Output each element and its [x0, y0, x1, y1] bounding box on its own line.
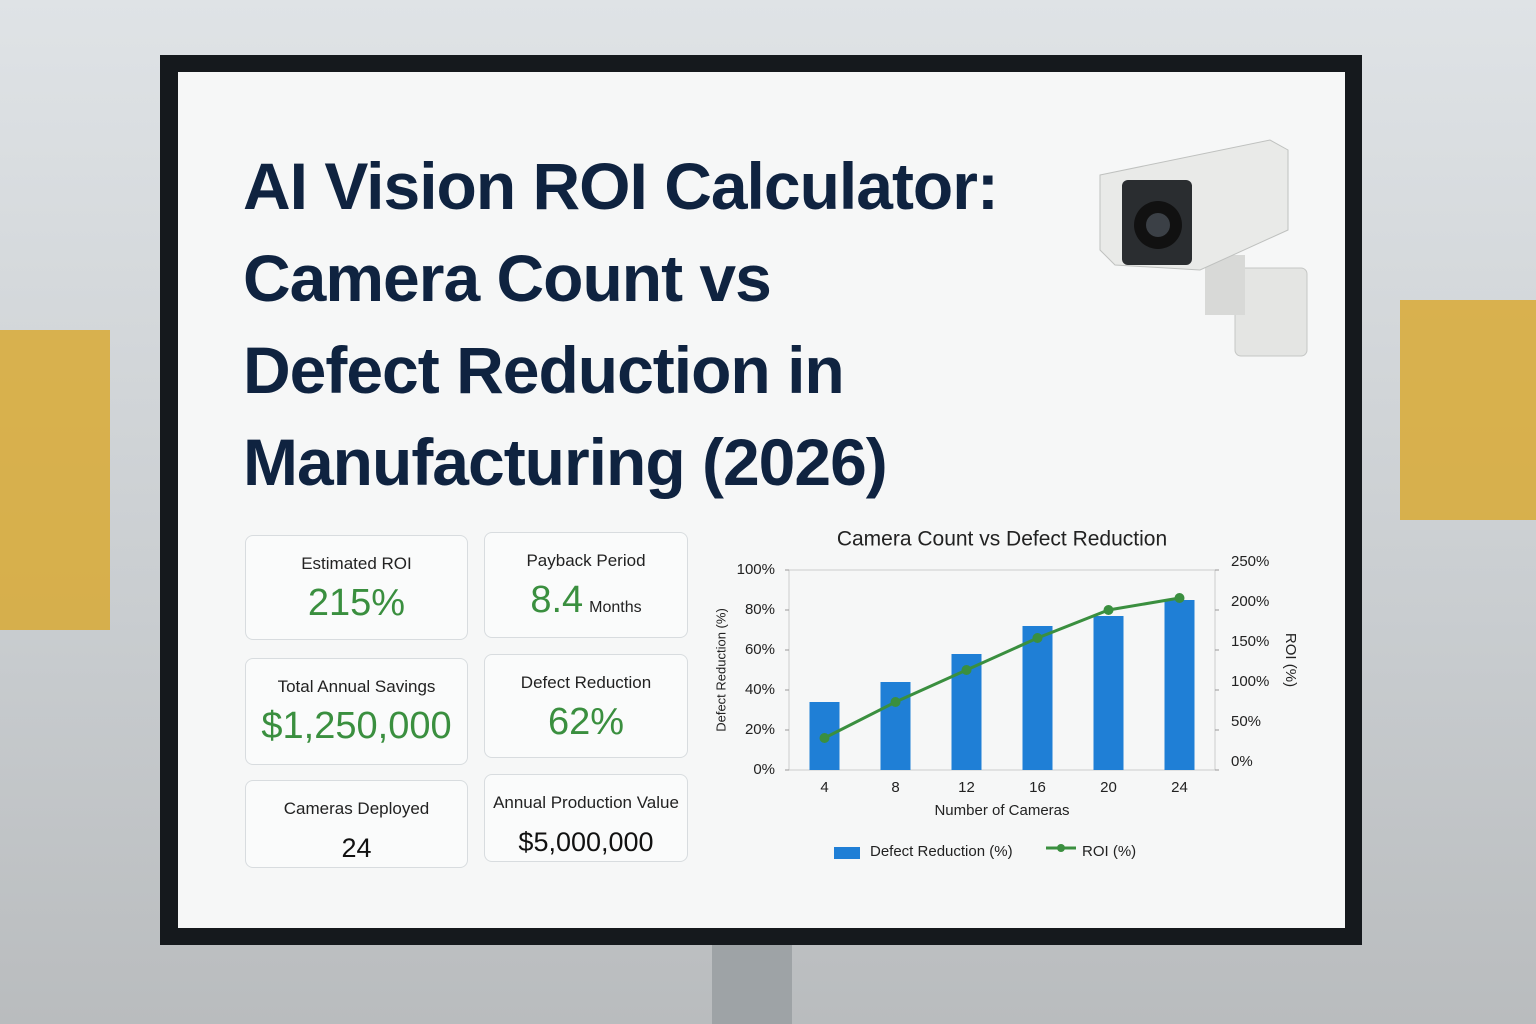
title-line: AI Vision ROI Calculator: — [243, 149, 999, 223]
title-line: Camera Count vs — [243, 241, 772, 315]
legend-label: Defect Reduction (%) — [870, 843, 1013, 860]
title: AI Vision ROI Calculator: Camera Count v… — [243, 140, 999, 508]
kpi-card: Estimated ROI 215% — [245, 535, 468, 640]
kpi-label: Estimated ROI — [301, 554, 412, 573]
line-point — [961, 665, 972, 675]
x-tick-label: 20 — [1100, 779, 1117, 796]
y2-axis-label: ROI (%) — [1282, 633, 1299, 687]
title-line: Defect Reduction in — [243, 333, 845, 407]
y-tick-label: 20% — [745, 721, 775, 738]
y-tick-label: 100% — [737, 561, 775, 578]
kpi-label: Annual Production Value — [493, 793, 679, 812]
kpi-label: Total Annual Savings — [277, 677, 436, 696]
kpi-value: $1,250,000 — [261, 705, 452, 747]
y-tick-label: 80% — [745, 601, 775, 618]
line-point — [1174, 593, 1185, 603]
line-point — [819, 733, 830, 743]
kpi-card: Payback Period 8.4 Months — [484, 532, 688, 638]
y2-tick-label: 100% — [1231, 673, 1269, 690]
line — [823, 596, 1180, 740]
y2-tick-label: 250% — [1231, 553, 1269, 570]
kpi-card: Total Annual Savings $1,250,000 — [245, 658, 468, 765]
line-point — [890, 697, 901, 707]
kpi-value: 62% — [547, 701, 625, 743]
y2-tick-label: 50% — [1231, 713, 1261, 730]
y2-tick-label: 200% — [1231, 593, 1269, 610]
kpi-label: Cameras Deployed — [283, 799, 430, 818]
x-axis-label: Number of Cameras — [934, 802, 1069, 819]
y-tick-label: 0% — [753, 761, 775, 778]
camera-icon — [1099, 139, 1308, 357]
plot-frame — [788, 569, 1216, 771]
kpi-value: 24 — [341, 833, 372, 863]
kpi-value: 8.4 Months — [485, 579, 687, 622]
x-tick-label: 24 — [1171, 779, 1188, 796]
kpi-value: 215% — [307, 582, 406, 624]
bar — [1022, 626, 1053, 770]
stand — [712, 930, 792, 1024]
y2-tick-label: 150% — [1231, 633, 1269, 650]
legend-swatch — [834, 847, 860, 859]
line-point — [1103, 605, 1114, 615]
kpi-unit: Months — [589, 599, 642, 616]
y2-tick-label: 0% — [1231, 753, 1253, 770]
kpi-value: $5,000,000 — [518, 827, 654, 857]
bar — [880, 682, 911, 770]
kpi-card: Annual Production Value $5,000,000 — [484, 774, 688, 862]
chart-title: Camera Count vs Defect Reduction — [837, 528, 1167, 551]
x-tick-label: 8 — [891, 779, 899, 796]
kpi-label: Payback Period — [526, 551, 646, 570]
bar — [1164, 600, 1195, 770]
kpi-label: Defect Reduction — [520, 673, 652, 692]
y-tick-label: 40% — [745, 681, 775, 698]
kpi-card: Defect Reduction 62% — [484, 654, 688, 758]
legend-label: ROI (%) — [1082, 843, 1136, 860]
robot-arm-left — [0, 330, 110, 630]
x-tick-label: 12 — [958, 779, 975, 796]
title-line: Manufacturing (2026) — [243, 425, 888, 499]
legend-swatch — [1057, 844, 1065, 852]
x-tick-label: 4 — [820, 779, 828, 796]
kpi-number: 8.4 — [530, 579, 584, 621]
bar — [1093, 616, 1124, 770]
line-point — [1032, 633, 1043, 643]
kpi-card: Cameras Deployed 24 — [245, 780, 468, 868]
y-axis-label: Defect Reduction (%) — [713, 608, 728, 732]
x-tick-label: 16 — [1029, 779, 1046, 796]
robot-arm-right — [1400, 300, 1536, 520]
y-tick-label: 60% — [745, 641, 775, 658]
